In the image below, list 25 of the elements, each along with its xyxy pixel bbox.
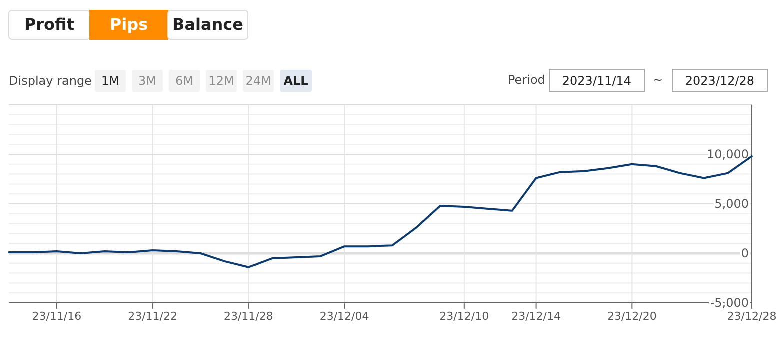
range-button: 12M [206, 70, 237, 92]
text: Period [508, 73, 546, 87]
x-tick-label: 23/12/20 [607, 310, 657, 323]
y-tick-label: 0 [741, 246, 749, 260]
range-button: 3M [132, 70, 163, 92]
tab-button: Balance [168, 10, 248, 40]
x-tick-label: 23/12/04 [320, 310, 370, 323]
x-tick-label: 23/12/14 [512, 310, 561, 323]
tab-button: Pips [90, 10, 168, 40]
range-button: 6M [169, 70, 200, 92]
x-tick-label: 23/11/22 [128, 310, 178, 323]
x-tick-label: 23/12/10 [440, 310, 490, 323]
date-field: 2023/11/14 [549, 69, 645, 92]
date-field: 2023/12/28 [672, 69, 768, 92]
x-tick-label: 23/11/16 [32, 310, 82, 323]
text: ~ [652, 73, 664, 87]
x-tick-label: 23/12/28 [727, 310, 777, 323]
range-button: 1M [95, 70, 126, 92]
range-button: ALL [280, 70, 312, 92]
y-tick-label: 10,000 [707, 147, 749, 162]
range-button: 24M [243, 70, 274, 92]
y-tick-label: 5,000 [714, 196, 749, 211]
tab-button: Profit [8, 10, 90, 40]
x-tick-label: 23/11/28 [224, 310, 274, 323]
text: Display range [9, 74, 92, 88]
